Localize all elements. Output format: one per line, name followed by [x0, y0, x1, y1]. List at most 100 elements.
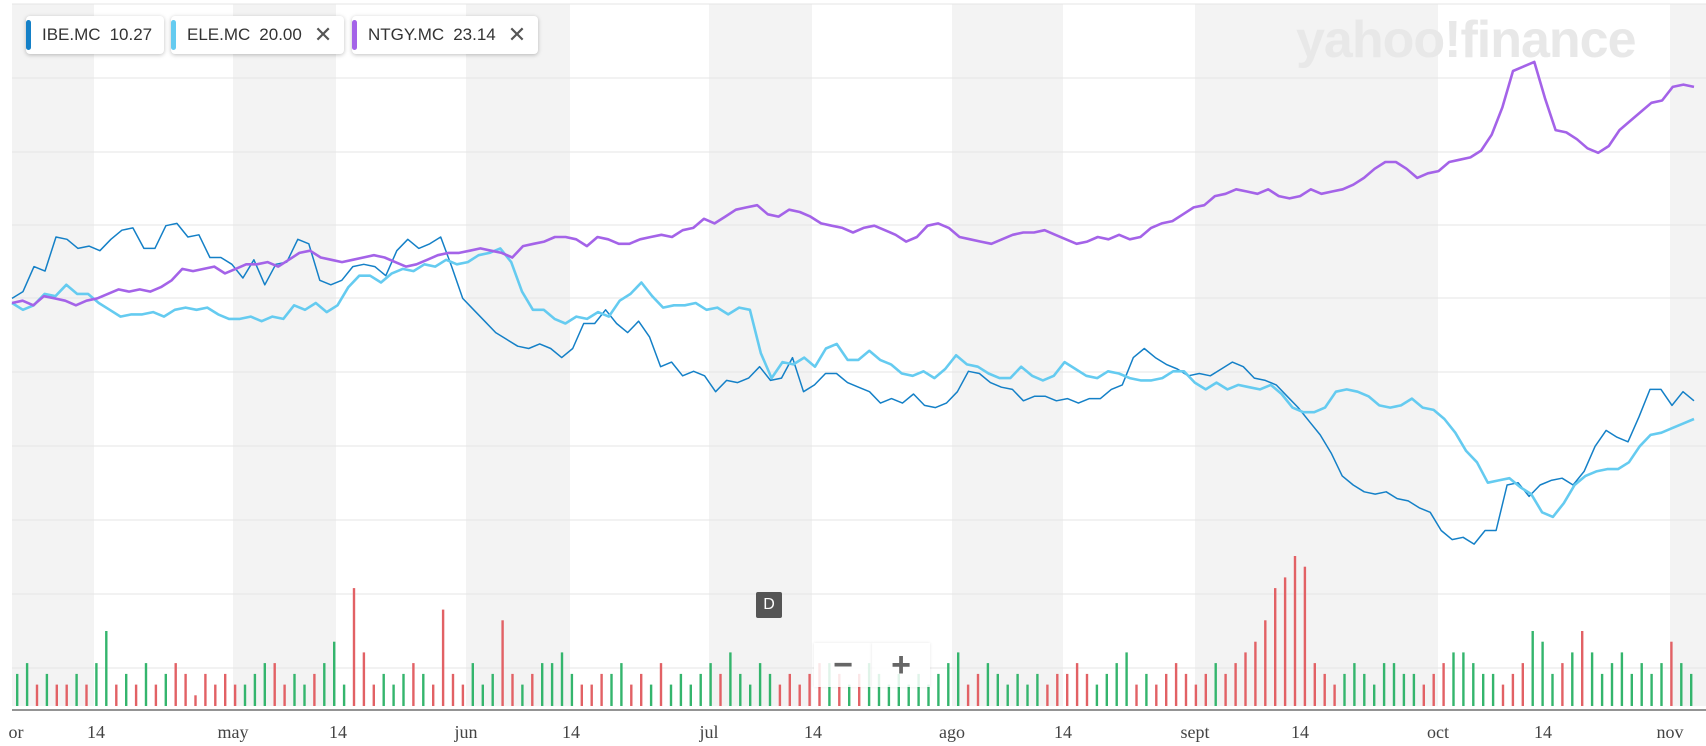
volume-bar [749, 684, 752, 706]
volume-bar [1234, 663, 1237, 706]
volume-bar [194, 695, 197, 706]
volume-bar [1462, 652, 1465, 706]
x-tick-label: 14 [87, 722, 105, 742]
volume-bar [1046, 684, 1049, 706]
volume-bar [372, 684, 375, 706]
month-background-bands [12, 4, 1706, 706]
volume-bar [719, 673, 722, 706]
volume-bar [649, 684, 653, 706]
volume-bar [620, 663, 623, 706]
volume-bar [1670, 641, 1673, 706]
x-tick-label: 14 [329, 722, 347, 742]
volume-bar [184, 673, 187, 706]
volume-bar [1343, 673, 1346, 706]
close-icon[interactable]: ✕ [313, 22, 333, 47]
volume-bar [342, 684, 346, 706]
volume-bar [996, 673, 999, 706]
volume-bar [25, 663, 29, 706]
volume-bar [501, 620, 504, 706]
volume-bar [125, 673, 128, 706]
close-icon[interactable]: ✕ [507, 22, 527, 47]
volume-bar [1501, 684, 1505, 706]
volume-bar [521, 684, 524, 706]
volume-bar [1363, 673, 1366, 706]
x-axis: or 14 may 14 jun 14 jul 14 ago 14 sept 14 oct 14 nov [9, 709, 1706, 742]
volume-bar [1511, 673, 1515, 706]
volume-bar [441, 609, 445, 706]
volume-bar [1620, 652, 1624, 706]
volume-bar [481, 684, 484, 706]
volume-bar [560, 652, 564, 706]
legend-chip-ibe[interactable]: IBE.MC 10.27 [26, 16, 165, 54]
x-tick-label: 14 [1534, 722, 1552, 742]
volume-bar [758, 663, 762, 706]
volume-bar [1392, 663, 1396, 706]
volume-bar [630, 684, 633, 706]
legend-symbol: IBE.MC [42, 25, 101, 44]
volume-bar [1095, 684, 1099, 706]
volume-bar [1274, 588, 1277, 706]
volume-bar [897, 673, 900, 706]
volume-bar [273, 663, 276, 706]
legend-chip-ele[interactable]: ELE.MC 20.00 ✕ [171, 16, 345, 54]
volume-bar [709, 663, 712, 706]
volume-bar [85, 684, 88, 706]
volume-bar [1610, 663, 1614, 706]
minus-icon[interactable]: − [814, 643, 872, 687]
volume-bar [986, 663, 990, 706]
volume-bar [1075, 663, 1079, 706]
volume-bar [1165, 673, 1168, 706]
volume-bar [105, 631, 108, 706]
yahoo-finance-logo: yahoo!finance [1296, 11, 1636, 69]
volume-bar [1660, 663, 1663, 706]
volume-bar [1026, 684, 1029, 706]
volume-bar [263, 663, 266, 706]
volume-bar [1630, 673, 1633, 706]
volume-bar [1293, 556, 1297, 706]
volume-bar [877, 673, 881, 706]
volume-bar [808, 673, 811, 706]
volume-bar [1085, 673, 1089, 706]
volume-bar [1581, 631, 1584, 706]
volume-bar [550, 663, 554, 706]
x-tick-label: nov [1657, 722, 1684, 742]
background-band-0 [12, 4, 94, 706]
background-band-4 [952, 4, 1063, 706]
volume-bar [134, 684, 138, 706]
plus-icon[interactable]: + [872, 643, 930, 687]
x-tick-label: jun [453, 722, 477, 742]
volume-bar [1452, 652, 1455, 706]
volume-bar [1521, 663, 1524, 706]
volume-bar [1531, 631, 1534, 706]
background-band-6 [1670, 4, 1706, 706]
series-color-swatch [26, 20, 31, 50]
volume-bar [1224, 673, 1227, 706]
volume-bar [1115, 663, 1118, 706]
volume-bar [1561, 663, 1564, 706]
volume-bar [432, 684, 435, 706]
volume-bar [1442, 663, 1445, 706]
legend-chip-ntgy[interactable]: NTGY.MC 23.14 ✕ [352, 16, 539, 54]
volume-bar [1373, 684, 1376, 706]
volume-bar [55, 684, 58, 706]
volume-bar [1402, 673, 1406, 706]
volume-bar [937, 673, 940, 706]
series-line-ntgy-mc [11, 60, 1695, 307]
volume-bar [699, 673, 702, 706]
volume-bar [154, 684, 158, 706]
series-line-ibe-mc [11, 222, 1695, 545]
volume-bar [491, 673, 494, 706]
volume-bar [1333, 684, 1336, 706]
volume-bar [1650, 673, 1653, 706]
volume-bar [1174, 663, 1178, 706]
legend-symbol: ELE.MC [187, 25, 251, 44]
volume-bar [1472, 663, 1475, 706]
volume-bar [16, 673, 19, 706]
volume-bar [402, 673, 405, 706]
dividend-marker[interactable]: D [756, 592, 782, 618]
volume-bar [848, 684, 851, 706]
volume-bar [640, 673, 643, 706]
volume-bar [214, 684, 217, 706]
zoom-controls: − + [814, 643, 930, 687]
